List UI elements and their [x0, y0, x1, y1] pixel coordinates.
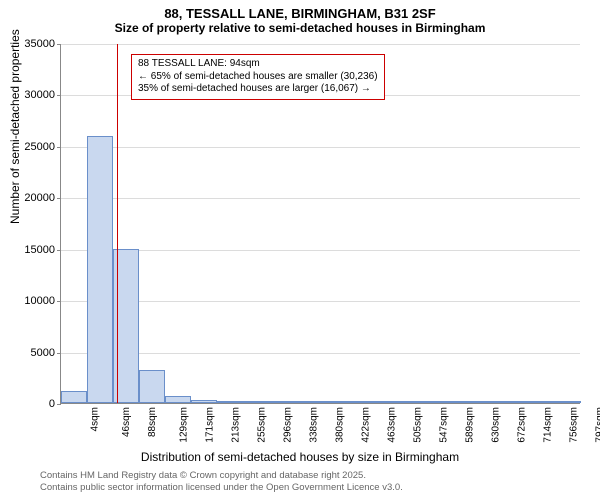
footnote-line-2: Contains public sector information licen…	[40, 482, 403, 494]
xtick-label: 797sqm	[594, 407, 600, 443]
ytick-label: 5000	[31, 347, 55, 359]
histogram-bar	[399, 401, 425, 403]
ytick-mark	[57, 301, 61, 302]
histogram-bar	[139, 370, 165, 403]
histogram-bar	[243, 401, 269, 403]
xtick-label: 380sqm	[335, 407, 346, 443]
xtick-label: 672sqm	[517, 407, 528, 443]
x-axis-label: Distribution of semi-detached houses by …	[0, 450, 600, 464]
histogram-bar	[269, 401, 295, 403]
xtick-label: 88sqm	[147, 407, 158, 437]
footnote-line-1: Contains HM Land Registry data © Crown c…	[40, 470, 403, 482]
histogram-bar	[477, 401, 503, 403]
histogram-bar	[321, 401, 347, 403]
xtick-label: 46sqm	[121, 407, 132, 437]
gridline	[61, 250, 580, 251]
ytick-mark	[57, 198, 61, 199]
property-vline	[117, 44, 118, 403]
chart-subtitle: Size of property relative to semi-detach…	[0, 21, 600, 39]
histogram-bar	[373, 401, 399, 403]
histogram-bar	[295, 401, 321, 403]
gridline	[61, 147, 580, 148]
histogram-bar	[529, 401, 555, 403]
xtick-label: 4sqm	[89, 407, 100, 431]
xtick-label: 422sqm	[361, 407, 372, 443]
footnote: Contains HM Land Registry data © Crown c…	[40, 470, 403, 495]
gridline	[61, 44, 580, 45]
histogram-bar	[503, 401, 529, 403]
annotation-line-2: ← 65% of semi-detached houses are smalle…	[138, 71, 378, 84]
gridline	[61, 198, 580, 199]
ytick-mark	[57, 250, 61, 251]
xtick-label: 589sqm	[465, 407, 476, 443]
plot-region: 050001000015000200002500030000350004sqm4…	[60, 44, 580, 404]
ytick-label: 30000	[24, 89, 55, 101]
xtick-label: 171sqm	[205, 407, 216, 443]
ytick-label: 25000	[24, 141, 55, 153]
ytick-label: 20000	[24, 192, 55, 204]
xtick-label: 255sqm	[257, 407, 268, 443]
ytick-mark	[57, 147, 61, 148]
xtick-label: 630sqm	[490, 407, 501, 443]
ytick-mark	[57, 95, 61, 96]
histogram-bar	[191, 400, 217, 403]
annotation-line-3: 35% of semi-detached houses are larger (…	[138, 83, 378, 96]
histogram-bar	[451, 401, 477, 403]
histogram-bar	[425, 401, 451, 403]
histogram-bar	[61, 391, 87, 403]
gridline	[61, 301, 580, 302]
annotation-box: 88 TESSALL LANE: 94sqm← 65% of semi-deta…	[131, 54, 385, 100]
ytick-label: 10000	[24, 295, 55, 307]
histogram-bar	[555, 401, 581, 403]
xtick-label: 714sqm	[543, 407, 554, 443]
xtick-label: 463sqm	[386, 407, 397, 443]
histogram-bar	[347, 401, 373, 403]
annotation-line-1: 88 TESSALL LANE: 94sqm	[138, 58, 378, 71]
histogram-bar	[217, 401, 243, 403]
chart-plot-area: 050001000015000200002500030000350004sqm4…	[60, 44, 580, 404]
xtick-label: 338sqm	[309, 407, 320, 443]
ytick-mark	[57, 44, 61, 45]
xtick-label: 129sqm	[178, 407, 189, 443]
histogram-bar	[165, 396, 191, 403]
chart-title: 88, TESSALL LANE, BIRMINGHAM, B31 2SF	[0, 0, 600, 21]
gridline	[61, 353, 580, 354]
xtick-label: 296sqm	[282, 407, 293, 443]
ytick-label: 0	[49, 398, 55, 410]
ytick-label: 35000	[24, 38, 55, 50]
ytick-mark	[57, 404, 61, 405]
ytick-label: 15000	[24, 244, 55, 256]
xtick-label: 213sqm	[231, 407, 242, 443]
xtick-label: 547sqm	[439, 407, 450, 443]
y-axis-label: Number of semi-detached properties	[8, 29, 22, 224]
histogram-bar	[87, 136, 113, 403]
ytick-mark	[57, 353, 61, 354]
xtick-label: 756sqm	[569, 407, 580, 443]
xtick-label: 505sqm	[413, 407, 424, 443]
